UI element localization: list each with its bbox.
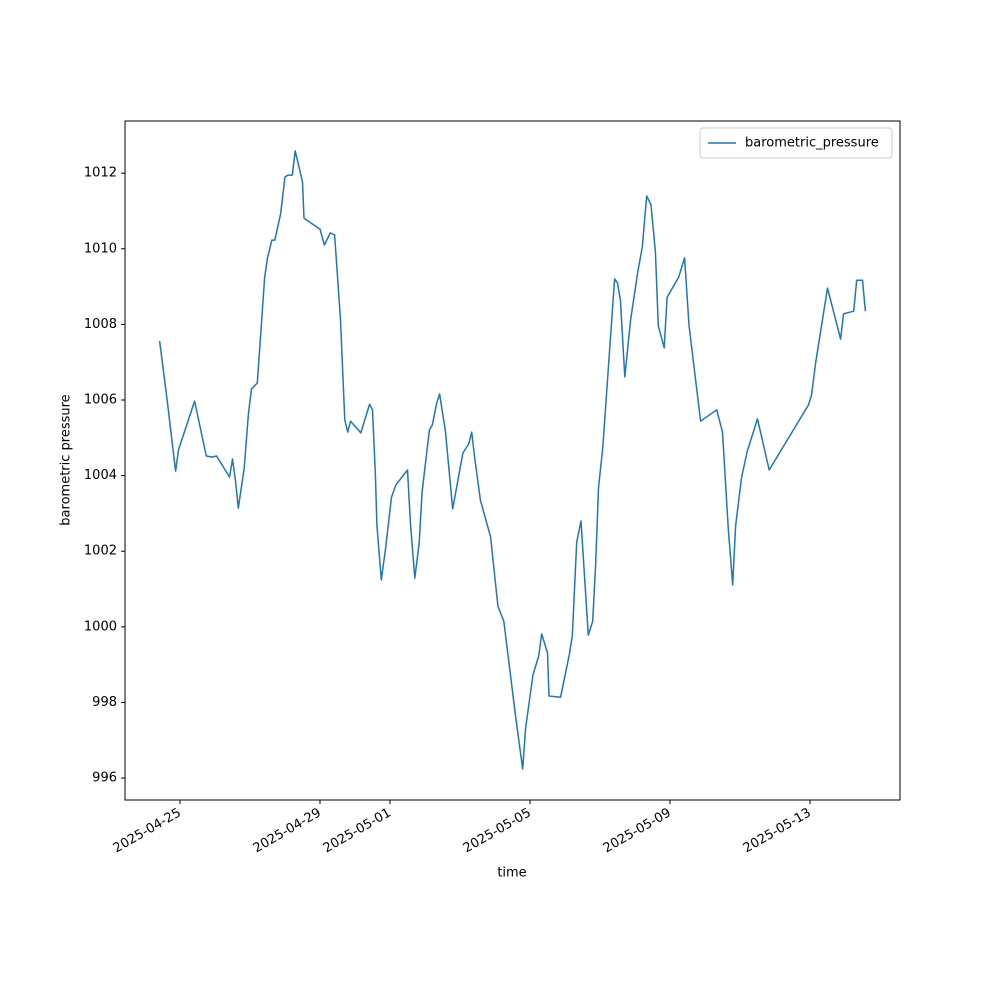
legend-box: [699, 127, 893, 159]
x-tick-label: 2025-05-05: [461, 806, 534, 857]
y-tick-label: 996: [92, 771, 117, 786]
y-tick-label: 1000: [84, 619, 117, 634]
y-tick-label: 1006: [84, 393, 117, 408]
y-tick-label: 1004: [84, 468, 117, 483]
x-tick-label: 2025-05-09: [601, 806, 674, 857]
plot-frame: [124, 120, 901, 801]
x-tick-label: 2025-05-01: [321, 806, 394, 857]
legend-label: barometric_pressure: [745, 136, 879, 151]
x-tick-label: 2025-04-29: [251, 806, 324, 857]
y-tick-label: 1012: [84, 166, 117, 181]
x-tick-label: 2025-05-13: [741, 806, 814, 857]
y-tick-label: 1002: [84, 544, 117, 559]
x-axis-label: time: [497, 866, 526, 881]
legend: barometric_pressure: [699, 127, 893, 159]
y-tick-label: 1010: [84, 241, 117, 256]
y-axis-label: barometric pressure: [59, 394, 74, 525]
data-line: [158, 150, 867, 770]
y-tick-label: 998: [92, 695, 117, 710]
y-tick-label: 1008: [84, 317, 117, 332]
x-tick-label: 2025-04-25: [111, 806, 184, 857]
